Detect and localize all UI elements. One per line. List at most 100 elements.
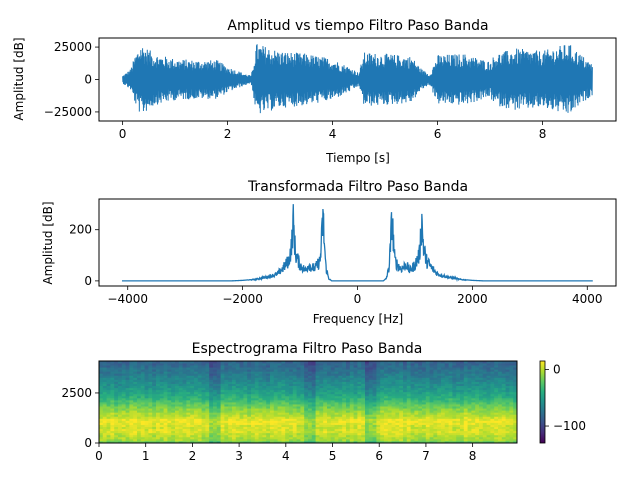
spectrogram-cell [102,406,107,409]
spectrogram-cell [102,391,107,395]
spectrogram-cell [319,381,324,384]
spectrogram-cell [452,416,457,419]
spectrogram-cell [163,383,168,386]
spectrogram-cell [137,438,142,442]
spectrogram-cell [171,369,176,372]
spectrogram-cell [99,389,104,393]
spectrogram-cell [292,387,297,391]
spectrogram-cell [152,379,157,382]
spectrogram-cell [262,404,267,407]
spectrogram-cell [194,430,199,434]
spectrogram-cell [357,361,362,364]
spectrogram-cell [304,373,309,376]
spectrogram-cell [494,406,499,409]
spectrogram-cell [285,395,290,399]
spectrogram-cell [118,385,123,389]
spectrogram-cell [201,397,206,401]
spectrogram-cell [372,428,377,432]
spectrogram-cell [289,381,294,384]
spectrogram-cell [501,438,506,442]
spectrogram-cell [494,387,499,391]
spectrogram-cell [144,395,149,399]
spectrogram-cell [425,377,430,380]
spectrogram-cell [159,424,164,427]
spectrogram-cell [243,410,248,413]
spectrogram-cell [281,420,286,423]
spectrogram-cell [448,377,453,380]
spectrogram-cell [308,436,313,440]
spectrogram-cell [406,391,411,395]
spectrogram-cell [167,422,172,425]
spectrogram-cell [486,373,491,376]
spectrogram-cell [273,369,278,372]
spectrogram-cell [509,438,514,442]
spectrogram-cell [414,438,419,442]
spectrogram-cell [292,402,297,405]
spectrogram-cell [304,422,309,425]
spectrogram-cell [384,395,389,399]
spectrogram-cell [201,414,206,417]
spectrogram-cell [410,416,415,419]
spectrogram-cell [304,397,309,401]
spectrogram-cell [194,418,199,421]
spectrogram-cell [346,404,351,407]
spectrogram-cell [254,418,259,421]
spectrogram-cell [216,436,221,440]
spectrogram-cell [357,424,362,427]
spectrogram-cell [494,426,499,430]
spectrogram-cell [247,406,252,409]
spectrogram-cell [441,399,446,403]
spectrogram-cell [391,406,396,409]
spectrogram-cell [410,397,415,401]
spectrogram-cell [292,406,297,409]
spectrogram-cell [118,395,123,399]
spectrogram-cell [501,385,506,389]
spectrogram-cell [361,404,366,407]
spectrogram-cell [346,424,351,427]
spectrogram-cell [505,377,510,380]
spectrogram-cell [243,399,248,403]
spectrogram-cell [292,383,297,386]
spectrogram-cell [239,424,244,427]
spectrogram-cell [190,379,195,382]
spectrogram-cell [144,391,149,395]
spectrogram-cell [190,410,195,413]
spectrogram-cell [239,399,244,403]
spectrogram-cell [239,432,244,436]
spectrogram-cell [376,418,381,421]
spectrogram-cell [159,385,164,389]
spectrogram-cell [330,383,335,386]
spectrogram-cell [232,391,237,395]
spectrogram-cell [418,406,423,409]
spectrogram-cell [486,406,491,409]
spectrogram-cell [334,371,339,374]
spectrogram-cell [482,379,487,382]
spectrogram-cell [197,412,202,415]
spectrogram-cell [418,438,423,442]
spectrogram-cell [342,395,347,399]
spectrogram-cell [368,381,373,384]
spectrogram-cell [323,404,328,407]
plot-area-frame [98,360,518,444]
spectrogram-cell [163,375,168,378]
spectrogram-cell [197,416,202,419]
spectrogram-cell [467,387,472,391]
spectrogram-cell [490,391,495,395]
spectrogram-cell [467,414,472,417]
spectrogram-cell [144,397,149,401]
spectrogram-cell [205,365,210,368]
spectrogram-cell [498,391,503,395]
spectrogram-cell [429,389,434,393]
x-tick-label: 8 [539,127,547,141]
spectrogram-cell [410,420,415,423]
spectrogram-cell [334,395,339,399]
spectrogram-cell [448,408,453,411]
spectrogram-cell [406,424,411,427]
spectrogram-cell [281,410,286,413]
spectrogram-cell [368,373,373,376]
spectrogram-cell [425,416,430,419]
spectrogram-cell [384,393,389,397]
spectrogram-cell [163,361,168,364]
spectrogram-cell [209,365,214,368]
spectrogram-cell [323,391,328,395]
